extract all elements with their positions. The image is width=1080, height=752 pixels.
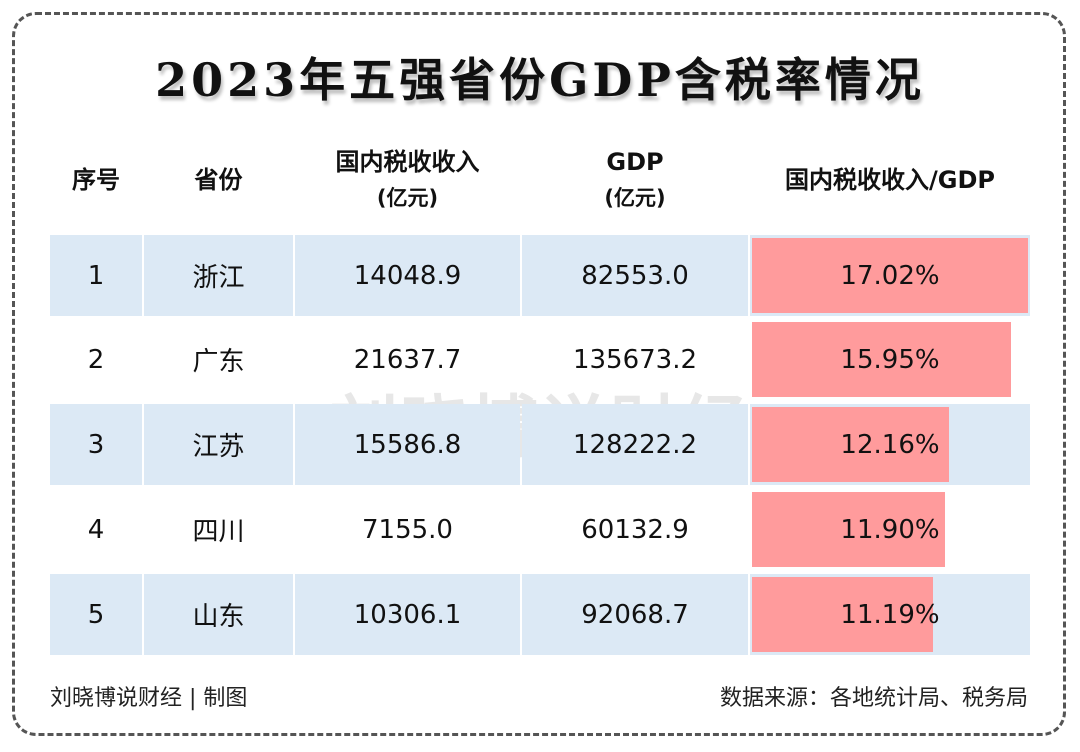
cell-province: 江苏 — [144, 404, 293, 485]
cell-rank: 3 — [50, 404, 142, 485]
cell-tax: 10306.1 — [295, 574, 520, 655]
chart-title: 2023年五强省份GDP含税率情况 — [155, 53, 925, 107]
cell-rank: 4 — [87, 514, 105, 545]
table-row: 3 江苏 15586.8 128222.2 12.16% — [50, 404, 1030, 485]
ratio-bar — [752, 492, 945, 567]
cell-rank: 2 — [87, 344, 105, 375]
cell-province: 浙江 — [144, 235, 293, 316]
cell-tax: 7155.0 — [362, 514, 453, 545]
footer-source: 数据来源：各地统计局、税务局 — [719, 686, 1028, 711]
cell-ratio: 17.02% — [840, 260, 940, 291]
table-row: 4 四川 7155.0 60132.9 11.90% — [50, 489, 1030, 570]
cell-ratio: 15.95% — [840, 344, 940, 375]
ratio-bar — [752, 238, 1028, 313]
table-row: 1 浙江 14048.9 82553.0 17.02% — [50, 235, 1030, 316]
column-header-unit: (亿元) — [376, 186, 439, 210]
cell-ratio: 11.19% — [840, 599, 940, 630]
table-row: 5 山东 10306.1 92068.7 11.19% — [50, 574, 1030, 655]
column-header-label: GDP — [606, 148, 664, 176]
column-header-unit: (亿元) — [604, 186, 666, 210]
column-header-label: 序号 — [72, 166, 120, 194]
cell-rank: 1 — [50, 235, 142, 316]
cell-tax: 15586.8 — [295, 404, 520, 485]
column-header-label: 国内税收收入 — [335, 148, 480, 176]
cell-province: 广东 — [192, 347, 245, 377]
cell-gdp: 92068.7 — [522, 574, 748, 655]
cell-province: 四川 — [192, 517, 245, 547]
column-header-label: 省份 — [194, 166, 243, 194]
cell-rank: 5 — [50, 574, 142, 655]
dashed-frame — [12, 12, 1066, 736]
column-header-label: 国内税收收入/GDP — [785, 166, 995, 194]
column-header: 序号 — [50, 140, 142, 220]
cell-gdp: 60132.9 — [581, 514, 689, 545]
cell-ratio: 11.90% — [840, 514, 940, 545]
table-row: 2 广东 21637.7 135673.2 15.95% — [50, 319, 1030, 400]
cell-gdp: 135673.2 — [572, 344, 698, 375]
cell-ratio: 12.16% — [840, 429, 940, 460]
column-header: 国内税收收入/GDP — [750, 140, 1030, 220]
cell-province: 山东 — [144, 574, 293, 655]
ratio-bar — [752, 322, 1011, 397]
cell-gdp: 128222.2 — [522, 404, 748, 485]
column-header: 省份 — [144, 140, 293, 220]
cell-tax: 21637.7 — [353, 344, 462, 375]
cell-tax: 14048.9 — [295, 235, 520, 316]
footer-credit: 刘晓博说财经 | 制图 — [50, 686, 248, 711]
column-header: 国内税收收入 (亿元) — [295, 140, 520, 220]
column-header: GDP (亿元) — [522, 140, 748, 220]
ratio-bar — [752, 407, 950, 482]
ratio-bar — [752, 577, 934, 652]
cell-gdp: 82553.0 — [522, 235, 748, 316]
